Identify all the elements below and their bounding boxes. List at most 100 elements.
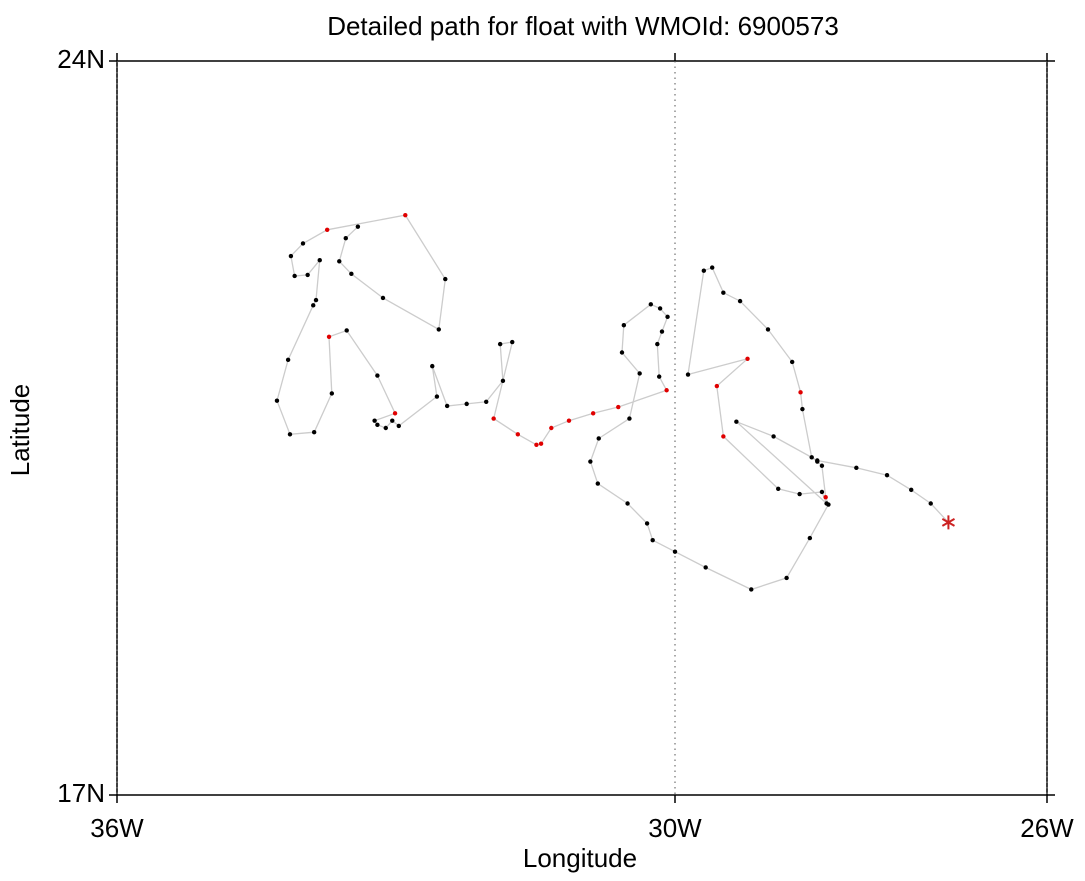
end-marker (941, 515, 955, 530)
position-point (672, 549, 678, 554)
position-point (737, 298, 743, 304)
position-point (619, 350, 625, 355)
x-axis-label: Longitude (523, 843, 637, 873)
position-point (434, 394, 440, 399)
position-point (734, 419, 739, 424)
position-point (807, 535, 813, 541)
position-point (657, 306, 663, 311)
position-point (784, 575, 789, 581)
position-point (287, 432, 293, 437)
position-point (590, 411, 596, 416)
position-point (497, 341, 503, 347)
position-point (403, 212, 408, 218)
position-point (789, 359, 795, 365)
position-point (443, 276, 448, 282)
position-point (854, 465, 859, 471)
position-point (329, 391, 335, 396)
position-point (621, 323, 627, 328)
position-point (884, 472, 890, 478)
position-point (644, 521, 650, 526)
position-point (625, 501, 630, 506)
position-point (721, 434, 726, 439)
position-point (313, 297, 319, 303)
position-point (375, 422, 380, 428)
position-point (928, 501, 933, 506)
position-point (721, 290, 726, 295)
position-point (305, 272, 310, 278)
position-point (701, 268, 707, 273)
position-point (815, 458, 820, 463)
position-point (337, 259, 342, 264)
position-point (311, 429, 317, 435)
position-point (616, 404, 621, 410)
position-point (650, 537, 655, 543)
position-point (664, 388, 669, 393)
position-point (771, 434, 776, 439)
position-point (292, 273, 297, 279)
position-point (538, 441, 544, 446)
position-point (595, 481, 601, 486)
x-tick-label: 30W (648, 813, 702, 843)
position-point (749, 587, 754, 592)
position-point (444, 403, 450, 409)
position-point (484, 399, 489, 404)
position-point (375, 373, 380, 378)
position-point (566, 418, 572, 423)
position-point (819, 463, 825, 468)
position-point (549, 425, 554, 431)
position-point (627, 416, 632, 421)
position-point (380, 295, 386, 301)
position-point (648, 302, 654, 307)
position-point (823, 495, 828, 500)
position-point (510, 339, 515, 345)
position-point (343, 236, 348, 241)
end-marker-stroke (941, 518, 955, 527)
position-point (596, 436, 601, 441)
position-point (326, 334, 332, 339)
y-tick-label: 24N (57, 44, 105, 74)
position-point (288, 253, 294, 259)
position-point (819, 489, 825, 495)
position-point (588, 459, 593, 464)
plot-frame (116, 60, 1048, 796)
position-point (317, 258, 322, 263)
y-tick-label: 17N (57, 778, 105, 808)
position-point (703, 565, 708, 570)
position-point (396, 423, 401, 429)
position-point (390, 418, 395, 423)
chart-title: Detailed path for float with WMOId: 6900… (327, 11, 839, 41)
position-point (710, 265, 715, 270)
position-point (665, 314, 670, 320)
position-point (349, 271, 354, 277)
position-point (798, 390, 803, 395)
position-point (392, 411, 398, 416)
position-point (430, 363, 435, 369)
position-point (500, 378, 506, 384)
x-tick-label: 36W (90, 813, 144, 843)
position-point (745, 356, 750, 361)
y-axis-label: Latitude (5, 384, 35, 477)
position-point (765, 327, 771, 332)
position-point (637, 371, 642, 376)
position-point (274, 398, 280, 403)
position-point (659, 329, 665, 334)
position-point (515, 432, 521, 437)
position-point (491, 416, 496, 421)
position-point (464, 401, 469, 407)
position-point (824, 501, 829, 506)
position-point (436, 327, 441, 332)
position-point (714, 383, 720, 389)
position-point (355, 224, 361, 229)
position-point (311, 303, 316, 308)
position-point (324, 227, 330, 233)
position-point (776, 486, 781, 492)
path-line (276, 214, 949, 591)
position-point (285, 357, 291, 363)
position-point (655, 341, 660, 347)
position-point (656, 374, 662, 379)
position-point (534, 442, 539, 447)
position-point (797, 491, 802, 497)
position-point (383, 425, 388, 431)
